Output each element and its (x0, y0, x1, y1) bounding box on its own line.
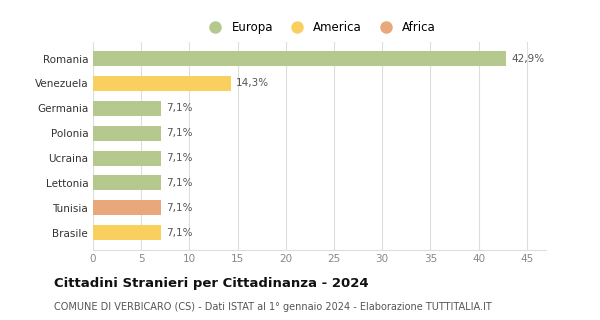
Text: 14,3%: 14,3% (236, 78, 269, 88)
Legend: Europa, America, Africa: Europa, America, Africa (199, 16, 440, 39)
Bar (93, 200, 161, 215)
Bar (93, 101, 161, 116)
Text: 7,1%: 7,1% (166, 178, 193, 188)
Text: 42,9%: 42,9% (511, 53, 544, 63)
Bar (93, 175, 161, 190)
Bar (93, 151, 161, 165)
Bar (93, 51, 506, 66)
Text: 7,1%: 7,1% (166, 103, 193, 113)
Text: 7,1%: 7,1% (166, 128, 193, 138)
Text: COMUNE DI VERBICARO (CS) - Dati ISTAT al 1° gennaio 2024 - Elaborazione TUTTITAL: COMUNE DI VERBICARO (CS) - Dati ISTAT al… (54, 302, 492, 312)
Bar (93, 76, 231, 91)
Bar (93, 126, 161, 140)
Bar (93, 225, 161, 240)
Text: 7,1%: 7,1% (166, 153, 193, 163)
Text: 7,1%: 7,1% (166, 203, 193, 213)
Text: 7,1%: 7,1% (166, 228, 193, 238)
Text: Cittadini Stranieri per Cittadinanza - 2024: Cittadini Stranieri per Cittadinanza - 2… (54, 277, 368, 290)
